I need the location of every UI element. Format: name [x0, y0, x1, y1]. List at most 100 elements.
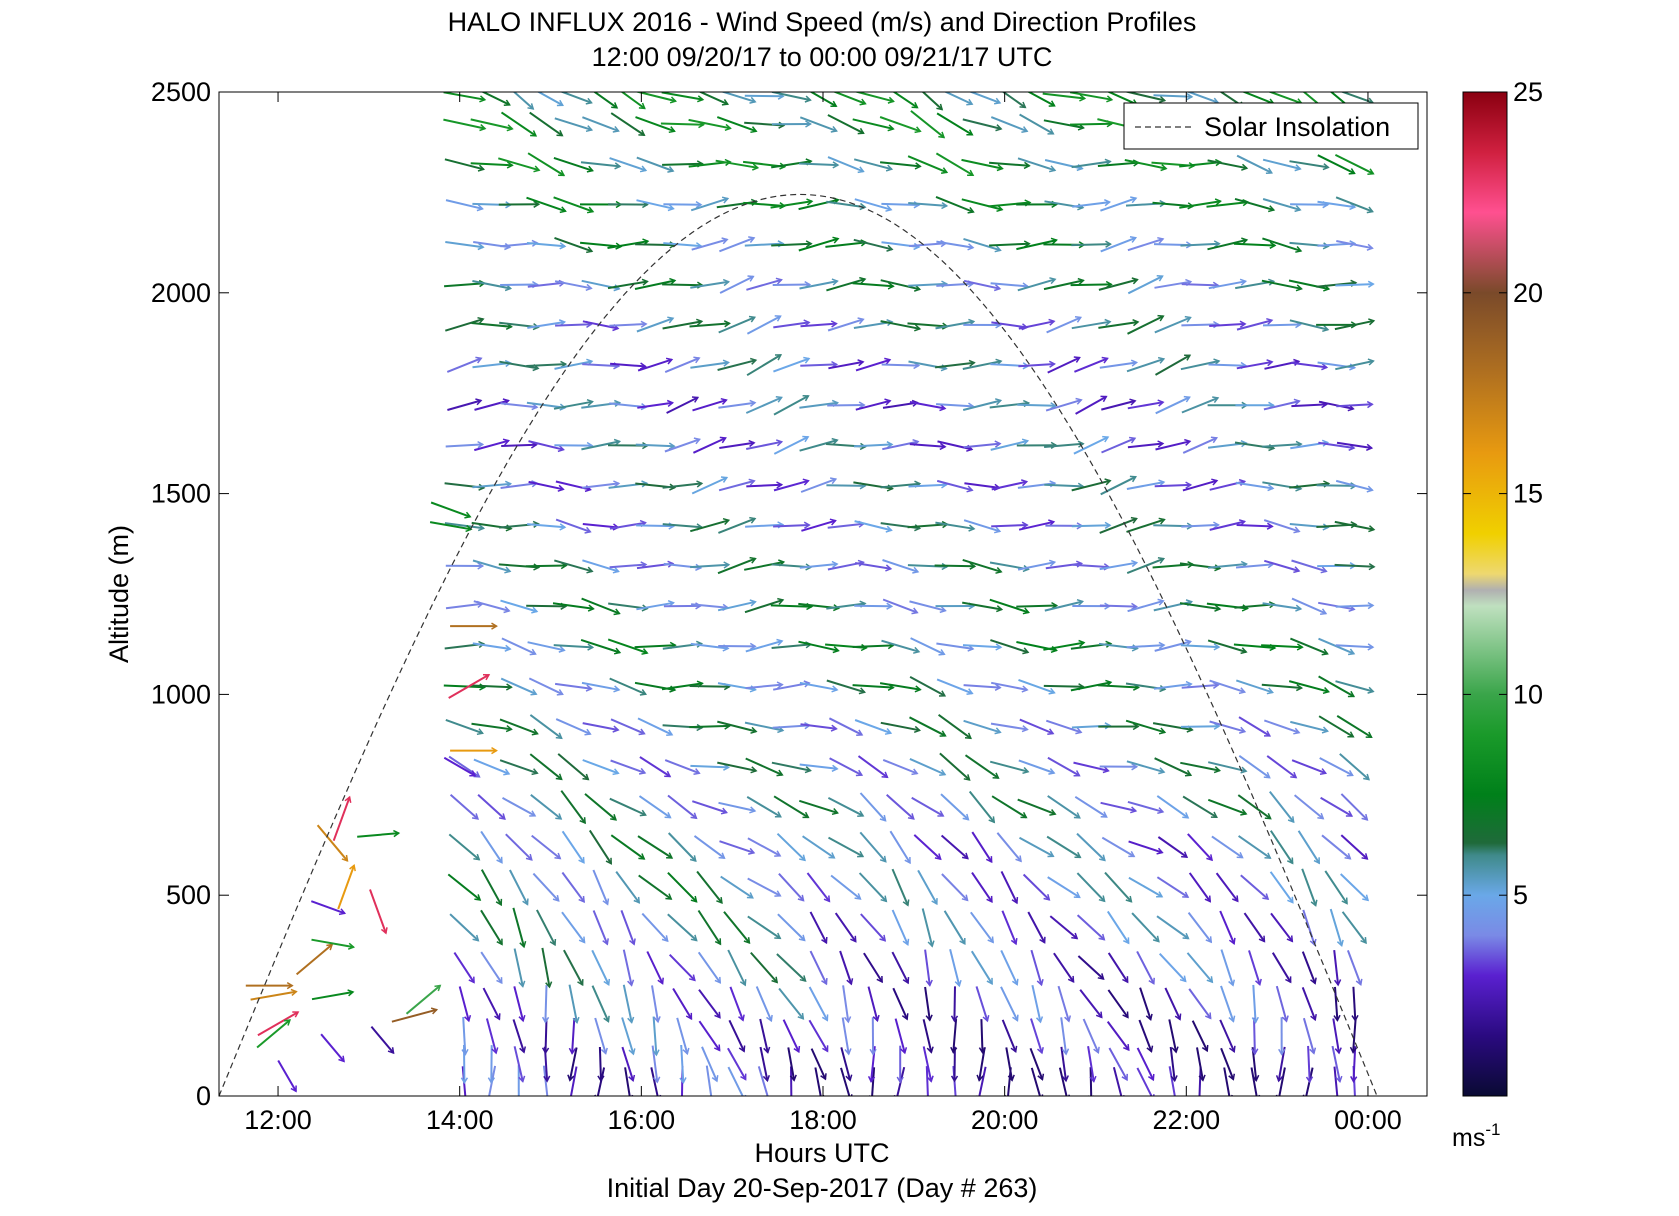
wind-vector: [1291, 759, 1328, 775]
wind-vector: [541, 1018, 550, 1055]
wind-vector: [1154, 639, 1192, 652]
wind-vector: [881, 639, 921, 654]
wind-vector: [610, 718, 646, 736]
wind-vector: [250, 988, 298, 1001]
wind-vector: [277, 1059, 297, 1093]
wind-vector: [1324, 870, 1348, 905]
wind-vector: [477, 793, 506, 820]
wind-vector: [798, 799, 839, 816]
wind-vector: [637, 399, 675, 409]
wind-vector: [696, 870, 723, 905]
colorbar-tick-label: 15: [1513, 479, 1543, 509]
wind-vector: [1019, 113, 1055, 135]
wind-vector: [650, 1067, 662, 1096]
y-axis-ticks: 0 500 1000 1500 2000 2500: [151, 77, 1427, 1111]
wind-vector: [771, 240, 813, 248]
colorbar: [1462, 91, 1508, 1097]
wind-vector: [663, 200, 703, 209]
wind-vector: [529, 753, 563, 781]
wind-vector: [1332, 1018, 1342, 1055]
wind-vector: [1301, 987, 1317, 1022]
wind-vector: [1275, 1046, 1286, 1083]
wind-vector: [810, 1048, 827, 1081]
wind-vector: [1017, 798, 1057, 816]
wind-vector: [1158, 953, 1187, 983]
wind-vector: [949, 948, 962, 988]
wind-vector: [880, 320, 922, 332]
wind-vector: [1262, 237, 1303, 253]
wind-vector: [1235, 401, 1275, 409]
wind-vector: [1250, 1067, 1261, 1096]
wind-vector: [1139, 987, 1153, 1021]
wind-vector: [799, 437, 839, 452]
wind-vector: [1155, 354, 1192, 376]
wind-vector: [311, 938, 356, 950]
wind-vector: [517, 1065, 520, 1096]
wind-vector: [891, 909, 910, 946]
wind-vector: [1127, 800, 1165, 815]
wind-vector: [1100, 801, 1138, 814]
wind-vector: [746, 796, 782, 818]
wind-vector: [755, 986, 773, 1023]
wind-vector: [1187, 911, 1213, 944]
wind-vector: [480, 951, 503, 985]
wind-vector: [553, 643, 595, 651]
wind-vector: [990, 722, 1029, 733]
wind-vector: [909, 600, 947, 614]
wind-vector: [1046, 835, 1082, 859]
wind-vector: [773, 521, 811, 529]
wind-vector: [1017, 559, 1057, 571]
wind-vector: [1154, 315, 1192, 334]
wind-vector: [1180, 761, 1222, 774]
wind-vector: [689, 320, 731, 328]
wind-vector: [1207, 798, 1248, 816]
wind-vector: [975, 986, 990, 1023]
wind-vector: [1235, 278, 1276, 290]
wind-vector: [615, 871, 641, 904]
wind-vector: [908, 201, 949, 210]
wind-vector: [1000, 986, 1019, 1022]
wind-vector: [316, 824, 349, 862]
wind-vector: [1027, 911, 1046, 944]
wind-vector: [950, 1046, 959, 1083]
wind-vector: [880, 279, 922, 292]
wind-vector: [934, 359, 976, 369]
wind-vector: [1220, 985, 1236, 1023]
wind-vector: [1289, 480, 1331, 489]
wind-vector: [808, 986, 829, 1022]
wind-vector: [922, 1019, 934, 1054]
wind-vector: [935, 195, 975, 214]
x-tick-label: 00:00: [1334, 1105, 1402, 1135]
wind-vector: [839, 950, 854, 986]
wind-vector: [940, 834, 969, 860]
wind-vector: [717, 599, 757, 612]
wind-vector: [963, 719, 1002, 735]
wind-vector: [470, 118, 514, 132]
wind-vector: [443, 92, 487, 103]
wind-vector: [720, 875, 754, 899]
wind-vector: [332, 795, 352, 842]
wind-vector: [512, 92, 535, 110]
wind-vector: [1181, 396, 1220, 414]
wind-vector: [1220, 949, 1236, 987]
wind-vector: [801, 518, 837, 532]
wind-vector: [1305, 1045, 1314, 1084]
wind-vector: [1060, 1017, 1070, 1056]
wind-vector: [924, 949, 933, 987]
wind-vector: [1069, 92, 1114, 103]
wind-vector: [609, 677, 648, 696]
wind-vector: [799, 116, 838, 133]
wind-vector: [638, 874, 673, 900]
wind-vector: [581, 681, 621, 693]
wind-vector: [1320, 796, 1354, 817]
wind-vector: [880, 721, 922, 734]
wind-vector: [1076, 872, 1106, 903]
wind-vector: [854, 719, 893, 735]
wind-vector: [661, 92, 705, 103]
wind-vector: [568, 984, 580, 1025]
x-tick-label: 14:00: [426, 1105, 494, 1135]
wind-vector: [1240, 874, 1270, 901]
wind-vector: [637, 835, 674, 859]
wind-vector: [1106, 92, 1139, 106]
wind-vector: [690, 278, 731, 289]
